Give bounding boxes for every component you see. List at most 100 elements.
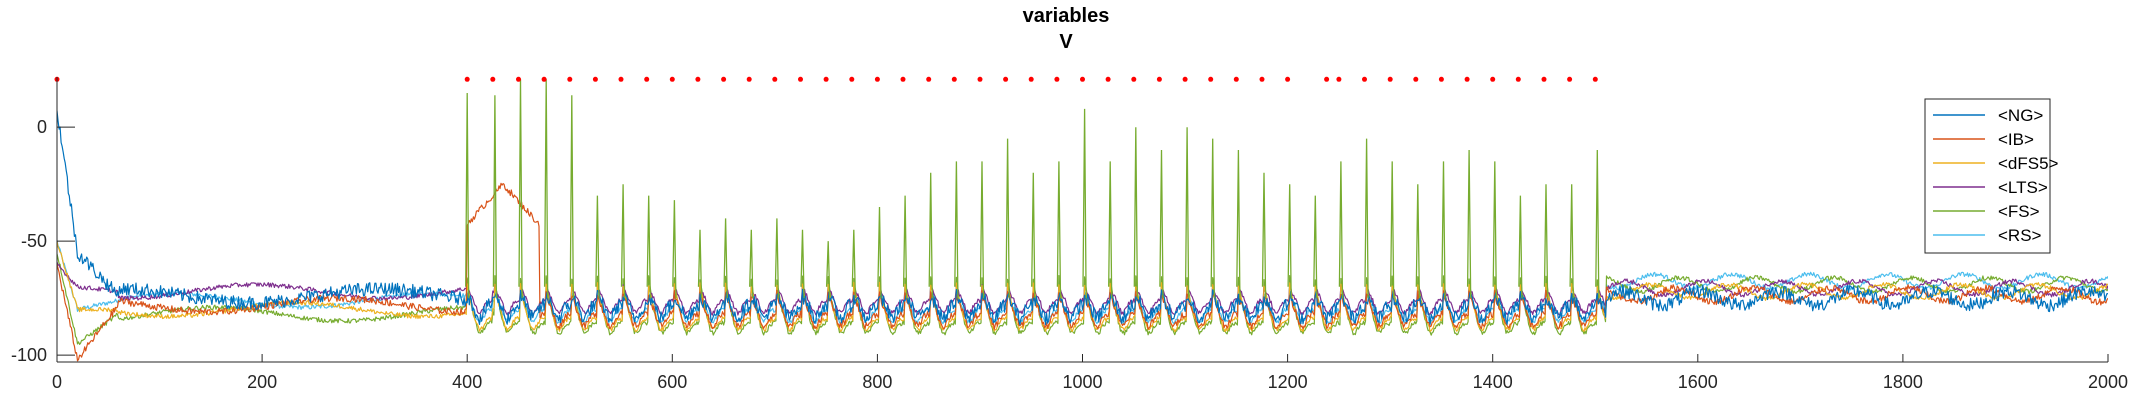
fs-spike bbox=[492, 95, 498, 299]
fs-spike bbox=[774, 218, 780, 299]
raster-dot bbox=[1131, 76, 1137, 82]
fs-spike bbox=[1543, 184, 1549, 299]
fs-spike bbox=[620, 184, 626, 299]
fs-spike bbox=[1210, 138, 1215, 299]
fs-spike bbox=[1005, 138, 1010, 299]
fs-spike bbox=[1082, 108, 1087, 299]
fs-spike bbox=[902, 195, 908, 299]
fs-spike bbox=[825, 241, 831, 299]
raster-dot bbox=[849, 76, 855, 82]
raster-dot bbox=[1490, 76, 1496, 82]
fs-spike bbox=[1108, 161, 1113, 299]
fs-spike bbox=[543, 79, 549, 299]
raster-dot bbox=[1054, 76, 1060, 82]
raster-dot bbox=[1080, 76, 1085, 82]
raster-dot bbox=[926, 76, 932, 82]
x-tick-label: 1000 bbox=[1062, 372, 1102, 392]
raster-dot bbox=[1156, 76, 1162, 82]
raster-dot bbox=[1387, 76, 1393, 82]
fs-spike bbox=[1261, 172, 1267, 299]
series-layer bbox=[57, 79, 2108, 362]
raster-dot bbox=[695, 76, 701, 82]
fs-spike bbox=[928, 172, 933, 299]
legend-label: <RS> bbox=[1998, 226, 2042, 245]
raster-dot bbox=[567, 76, 573, 82]
legend-box bbox=[1924, 98, 2051, 254]
x-tick-label: 400 bbox=[452, 372, 482, 392]
legend-label: <IB> bbox=[1998, 130, 2034, 149]
raster-dot bbox=[900, 76, 906, 82]
fs-spike bbox=[1518, 195, 1523, 299]
x-tick-label: 1800 bbox=[1883, 372, 1923, 392]
raster-dot bbox=[1208, 76, 1214, 82]
fs-spike bbox=[1133, 127, 1139, 299]
fs-spike bbox=[672, 200, 677, 299]
fs-spike bbox=[518, 79, 523, 299]
raster-dot bbox=[721, 76, 727, 82]
raster-dot bbox=[1003, 76, 1009, 82]
fs-spike bbox=[1492, 161, 1497, 299]
x-tick-label: 800 bbox=[862, 372, 892, 392]
fs-spike bbox=[1364, 138, 1369, 299]
spike-raster bbox=[54, 76, 1598, 82]
fs-spike bbox=[1569, 184, 1574, 299]
y-tick-label: -100 bbox=[11, 345, 47, 365]
raster-dot bbox=[669, 76, 675, 82]
x-tick-label: 1200 bbox=[1268, 372, 1308, 392]
fs-spike bbox=[877, 206, 882, 299]
raster-dot bbox=[1592, 76, 1598, 82]
fs-spike bbox=[646, 195, 651, 299]
fs-spike bbox=[1415, 184, 1421, 299]
fs-spike bbox=[954, 161, 959, 299]
series-line-dfs5 bbox=[57, 241, 2108, 333]
fs-spike bbox=[697, 229, 703, 299]
legend-label: <FS> bbox=[1998, 202, 2040, 221]
raster-dot bbox=[1285, 76, 1291, 82]
fs-spike bbox=[1595, 149, 1600, 299]
fs-spike bbox=[1159, 149, 1164, 299]
fs-spike bbox=[1056, 161, 1062, 299]
raster-dot bbox=[541, 76, 547, 82]
x-tick-label: 0 bbox=[52, 372, 62, 392]
raster-dot bbox=[1182, 76, 1188, 82]
chart-title: variables bbox=[1023, 5, 1110, 27]
x-tick-label: 600 bbox=[657, 372, 687, 392]
series-line-ng bbox=[57, 110, 2108, 326]
fs-spike bbox=[979, 161, 985, 299]
raster-dot bbox=[1464, 76, 1470, 82]
raster-dot bbox=[644, 76, 650, 82]
legend-label: <LTS> bbox=[1998, 178, 2048, 197]
raster-dot bbox=[1336, 76, 1342, 82]
chart-subtitle: V bbox=[1059, 31, 1073, 53]
x-tick-label: 2000 bbox=[2088, 372, 2128, 392]
raster-dot bbox=[823, 76, 829, 82]
legend-label: <dFS5> bbox=[1998, 154, 2059, 173]
series-line-ib bbox=[57, 182, 2108, 362]
fs-spike bbox=[465, 92, 470, 299]
legend-label: <NG> bbox=[1998, 106, 2043, 125]
raster-dot bbox=[746, 76, 752, 82]
x-tick-label: 1400 bbox=[1473, 372, 1513, 392]
fs-spike bbox=[723, 218, 728, 299]
raster-dot bbox=[874, 76, 880, 82]
raster-dot bbox=[1259, 76, 1265, 82]
raster-dot bbox=[618, 76, 624, 82]
legend[interactable]: <NG> <IB> <dFS5> <LTS> <FS> <RS> bbox=[1924, 98, 2059, 254]
axes: 0 200 400 600 800 1000 1200 1400 1600 1800 2000 -10… bbox=[11, 77, 2128, 392]
fs-spike bbox=[569, 95, 574, 299]
raster-dot bbox=[1324, 76, 1330, 82]
fs-spike bbox=[1390, 161, 1395, 299]
raster-dot bbox=[798, 76, 803, 82]
raster-dot bbox=[772, 76, 778, 82]
fs-spike bbox=[1031, 172, 1036, 299]
fs-spike bbox=[1313, 195, 1318, 299]
fs-spike bbox=[800, 229, 805, 299]
fs-spike bbox=[1441, 161, 1446, 299]
y-tick-label: 0 bbox=[37, 117, 47, 137]
fs-spike bbox=[1184, 127, 1190, 299]
raster-dot bbox=[464, 76, 470, 82]
raster-dot bbox=[1541, 76, 1547, 82]
raster-dot bbox=[1105, 76, 1111, 82]
x-tick-label: 200 bbox=[247, 372, 277, 392]
